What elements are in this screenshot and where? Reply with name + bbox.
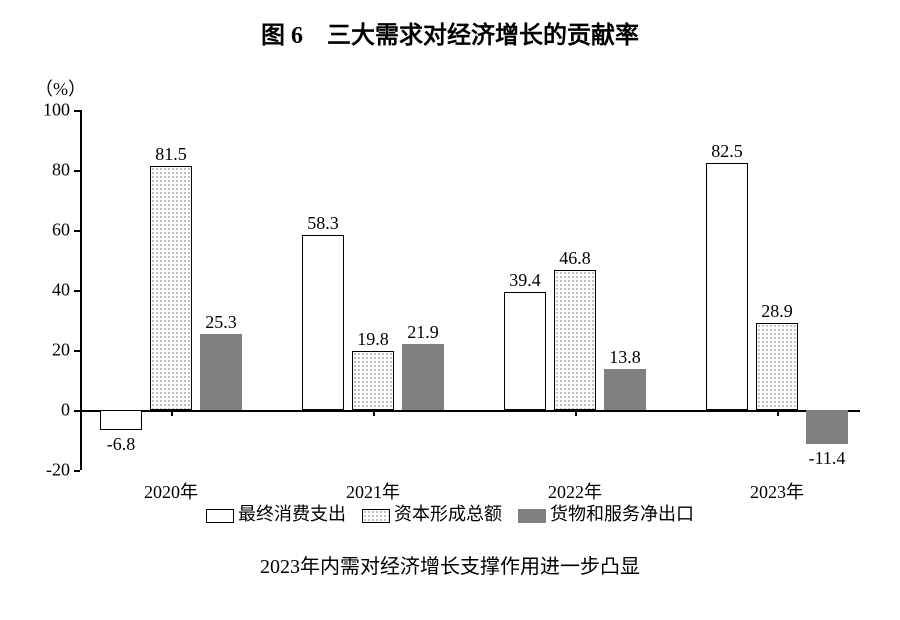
bar: [504, 292, 546, 410]
legend-label: 最终消费支出: [238, 504, 346, 524]
y-tick-mark: [74, 230, 80, 232]
bar: [302, 235, 344, 410]
chart-container: 图 6 三大需求对经济增长的贡献率 （%） -20 0 20 40 60 80 100 20…: [0, 0, 900, 620]
legend-item: 资本形成总额: [362, 500, 502, 526]
bar: [352, 351, 394, 410]
bar-value-label: 82.5: [711, 141, 743, 162]
bar: [554, 270, 596, 410]
legend-swatch: [206, 509, 234, 523]
legend-swatch: [362, 509, 390, 523]
bar: [150, 166, 192, 411]
x-axis-zero-line: [80, 410, 860, 412]
x-tick-mark: [171, 410, 173, 416]
bar-value-label: 19.8: [357, 329, 389, 350]
y-tick-label: 0: [61, 400, 70, 421]
legend-item: 货物和服务净出口: [518, 500, 694, 526]
bar: [402, 344, 444, 410]
bar-value-label: 13.8: [609, 347, 641, 368]
bar: [100, 410, 142, 430]
y-tick-label: 60: [52, 220, 70, 241]
y-axis-unit: （%）: [35, 75, 86, 101]
legend-item: 最终消费支出: [206, 500, 346, 526]
legend-label: 资本形成总额: [394, 504, 502, 524]
x-tick-mark: [373, 410, 375, 416]
y-tick-mark: [74, 410, 80, 412]
bar: [806, 410, 848, 444]
bar-value-label: 46.8: [559, 248, 591, 269]
bar-value-label: 25.3: [205, 312, 237, 333]
bar: [756, 323, 798, 410]
y-tick-mark: [74, 170, 80, 172]
bar-value-label: -11.4: [809, 448, 846, 469]
y-axis-line: [80, 110, 82, 470]
bar-value-label: -6.8: [107, 434, 136, 455]
x-tick-mark: [575, 410, 577, 416]
bar: [604, 369, 646, 410]
y-tick-label: 100: [43, 100, 70, 121]
y-tick-mark: [74, 470, 80, 472]
y-tick-label: 20: [52, 340, 70, 361]
y-tick-mark: [74, 110, 80, 112]
chart-caption: 2023年内需对经济增长支撑作用进一步凸显: [0, 550, 900, 579]
legend-swatch: [518, 509, 546, 523]
legend-label: 货物和服务净出口: [550, 504, 694, 524]
bar-value-label: 28.9: [761, 301, 793, 322]
bar-value-label: 58.3: [307, 213, 339, 234]
bar: [200, 334, 242, 410]
legend: 最终消费支出 资本形成总额 货物和服务净出口: [0, 500, 900, 526]
bar: [706, 163, 748, 411]
bar-value-label: 21.9: [407, 322, 439, 343]
y-tick-label: -20: [46, 460, 70, 481]
y-tick-mark: [74, 350, 80, 352]
y-tick-mark: [74, 290, 80, 292]
bar-value-label: 81.5: [155, 144, 187, 165]
x-tick-mark: [777, 410, 779, 416]
chart-title: 图 6 三大需求对经济增长的贡献率: [0, 15, 900, 50]
plot-area: [80, 110, 860, 470]
y-tick-label: 80: [52, 160, 70, 181]
y-tick-label: 40: [52, 280, 70, 301]
bar-value-label: 39.4: [509, 270, 541, 291]
